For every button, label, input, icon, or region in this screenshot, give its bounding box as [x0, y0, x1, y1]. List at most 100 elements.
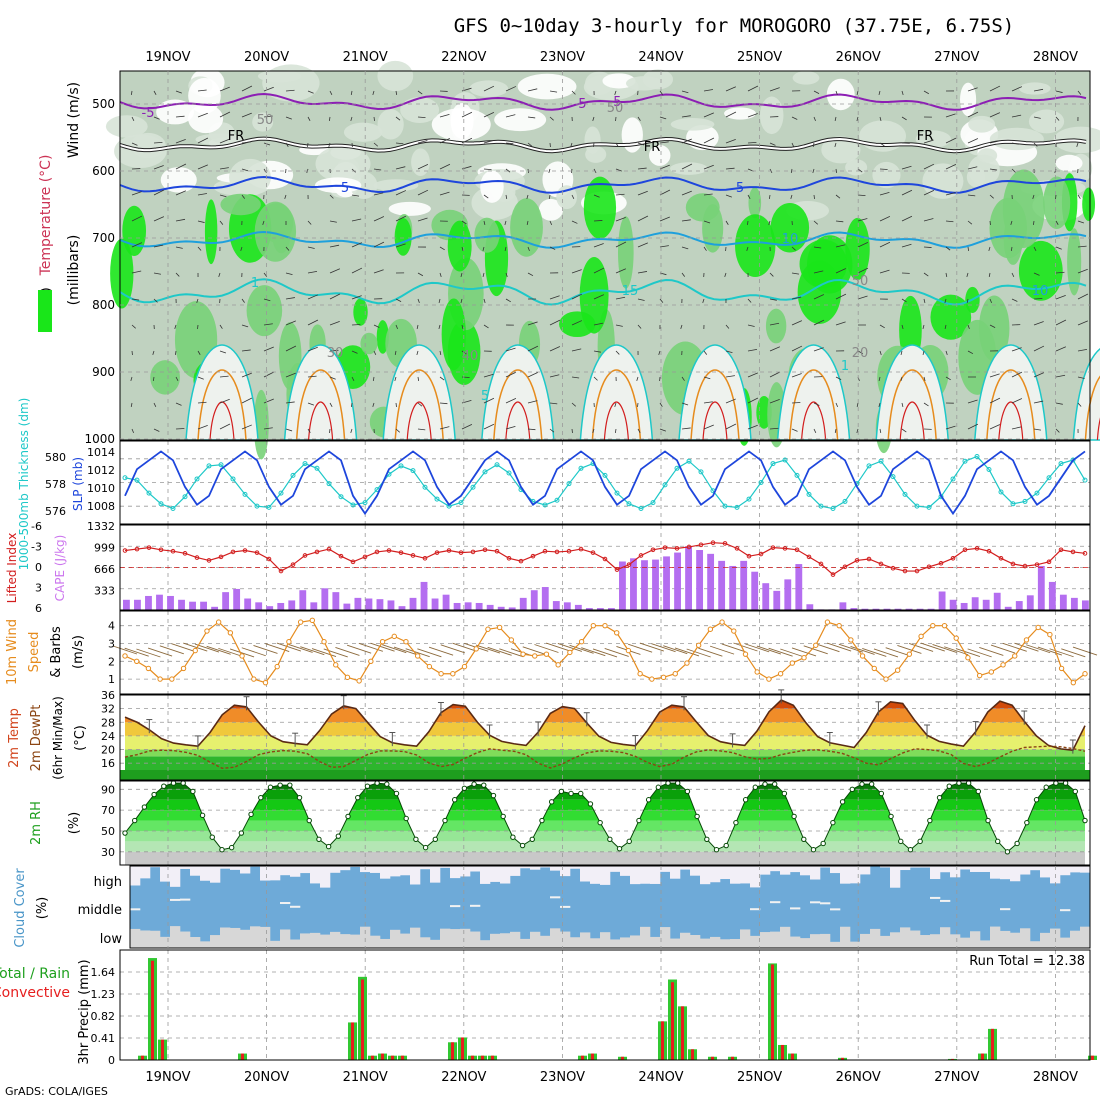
temperature-contour-30 [406, 401, 432, 441]
lifted-index-point [230, 549, 236, 555]
low-cloud-gap [360, 926, 371, 948]
wind-barb [373, 116, 375, 122]
wind-barb [263, 346, 274, 352]
wind-barb [1077, 90, 1082, 95]
thickness-point [206, 463, 212, 469]
wind-barb [614, 402, 617, 408]
wind-barb [307, 142, 309, 148]
wind-barb [329, 244, 340, 248]
wind-barb [769, 346, 781, 352]
rh-point [122, 830, 128, 836]
wind-barb [395, 215, 407, 222]
wind-barb [592, 116, 595, 122]
wind-barb [923, 272, 929, 277]
date-label-bottom: 23NOV [540, 1070, 585, 1085]
low-cloud-gap [450, 929, 461, 948]
wind-barb [703, 246, 707, 251]
wind-barb [659, 402, 663, 407]
wind-barb [549, 295, 560, 300]
precip-axis-label: 3hr Precip (mm) [77, 959, 92, 1064]
low-cloud-gap [500, 933, 511, 948]
wind-speed-point [227, 630, 234, 636]
high-cloud-gap [890, 866, 901, 888]
wind-speed-point [286, 639, 292, 645]
wind-barb [627, 643, 653, 653]
rh-line [124, 782, 1086, 853]
wind-barb [857, 218, 868, 222]
thickness-point [758, 480, 764, 485]
high-cloud-gap [610, 866, 621, 872]
low-cloud-gap [240, 929, 251, 948]
cape-bar [211, 606, 219, 610]
wind-barb [307, 90, 314, 94]
wind-barb [637, 215, 649, 222]
wind-barb [461, 324, 464, 330]
temp-axis-label: (°C) [73, 725, 88, 751]
middle-cloud-gap [1000, 908, 1011, 911]
lifted-index-point [170, 548, 176, 554]
wind-barb [241, 424, 252, 430]
low-cloud-gap [810, 934, 821, 948]
rh-point [209, 834, 215, 840]
lifted-index-point [482, 547, 488, 553]
precip-convective-bar [391, 1055, 394, 1060]
wind-speed-point [321, 639, 327, 645]
wind-barb [416, 350, 419, 356]
wind-speed-point [836, 622, 842, 629]
wind-barb [549, 402, 558, 405]
low-cloud-gap [1060, 937, 1071, 948]
temperature-contour-30 [899, 401, 925, 441]
low-cloud-gap [280, 929, 291, 948]
wind-speed-point [262, 679, 269, 686]
precip-convective-bar [151, 960, 154, 1060]
rh-moist-patch [510, 198, 543, 257]
wind-barb [175, 272, 180, 277]
low-cloud-gap [960, 937, 971, 948]
wind-barb [416, 324, 419, 330]
rh-panel-frame [119, 780, 1091, 866]
rh-point [742, 797, 749, 803]
wind-speed-point [438, 671, 444, 677]
wind-barb [681, 115, 691, 118]
rh-point [888, 813, 894, 820]
lifted-index-point [530, 553, 536, 559]
wind-speed-point [356, 678, 362, 684]
precip-panel-frame [119, 949, 1091, 1061]
low-cloud-gap [1030, 941, 1041, 948]
wind-barb [813, 270, 824, 274]
wind-barb [285, 372, 296, 378]
lifted-index-point [158, 547, 164, 553]
wind-barb [1061, 648, 1086, 658]
wind-barb [329, 349, 339, 352]
cape-bar [431, 598, 439, 610]
thickness-point [866, 463, 872, 469]
wind-barb [856, 402, 859, 408]
wind-barb [1032, 194, 1035, 200]
wind-barb [483, 220, 486, 226]
wind-speed-point [976, 672, 983, 679]
rh-dry-patch [1028, 109, 1065, 134]
rh-point [965, 780, 972, 786]
wind-barb [979, 646, 1004, 656]
wind-barb [1033, 400, 1044, 404]
wind-barb [989, 298, 993, 304]
lifted-index-point [1022, 563, 1028, 569]
cloud-axis-label: (%) [35, 897, 50, 920]
low-cloud-gap [350, 934, 361, 948]
date-label-bottom: 25NOV [737, 1070, 782, 1085]
low-cloud-gap [200, 941, 211, 948]
wind-barb [989, 397, 1001, 404]
wind-barb [945, 246, 951, 251]
wind-barb [1011, 272, 1015, 278]
cape-bar [178, 599, 185, 610]
wind-barb [850, 645, 875, 655]
wind-barb [967, 87, 978, 92]
wind-barb [593, 322, 604, 326]
slp-tick: 1014 [87, 446, 115, 459]
lifted-index-point [866, 556, 872, 562]
wind-barb [439, 376, 445, 381]
cape-bar [255, 602, 263, 610]
wind-barb [725, 350, 733, 354]
wind-barb [197, 246, 202, 251]
wind-barb [857, 168, 863, 173]
